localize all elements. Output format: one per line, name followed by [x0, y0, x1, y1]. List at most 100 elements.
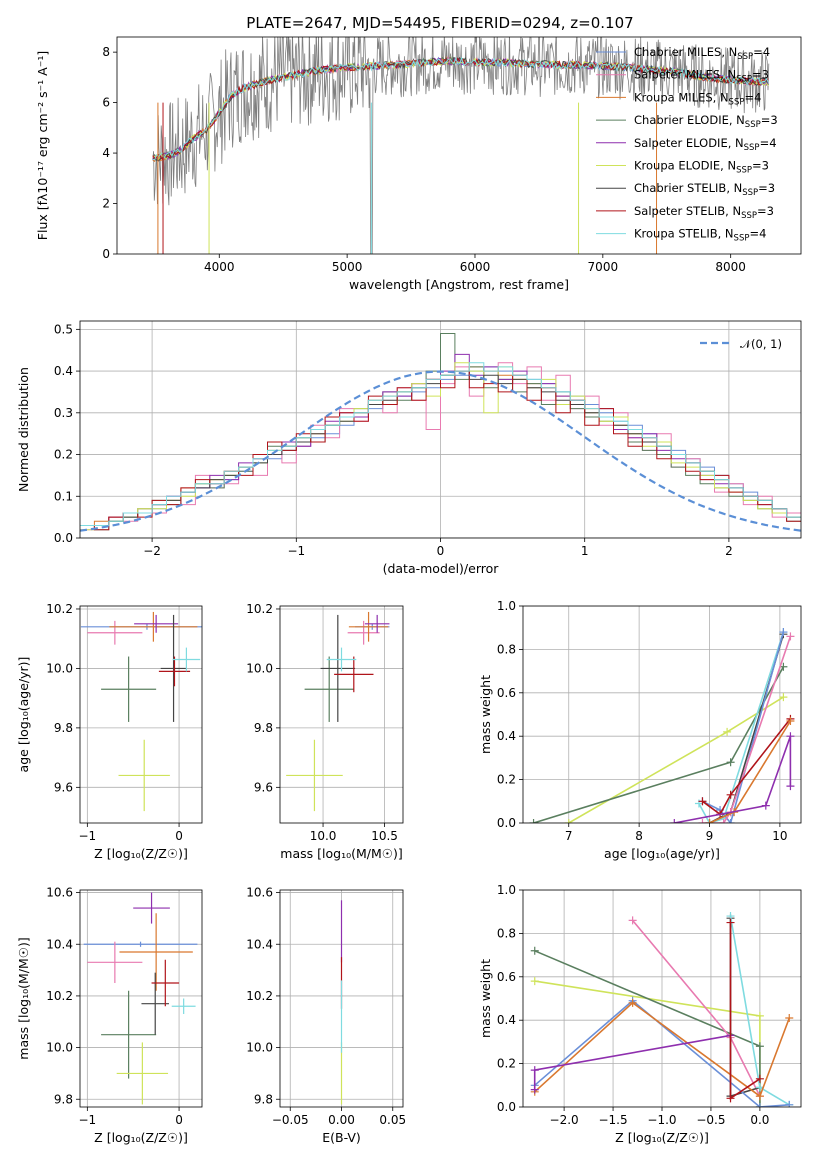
plus-marker: [726, 819, 735, 823]
y-tick-label: 9.6: [54, 780, 73, 794]
x-axis-label: age [log₁₀(age/yr)]: [604, 846, 720, 861]
legend-label-prefix: Chabrier ELODIE, N: [634, 113, 745, 127]
legend-label-suffix: =4: [749, 227, 766, 241]
legend-label: Chabrier MILES, NSSP=4: [634, 45, 770, 62]
y-tick-label: 10.2: [246, 602, 273, 616]
axes-frame: [116, 36, 802, 255]
y-tick-label: 6: [102, 96, 110, 110]
y-tick-label: 0.3: [54, 406, 73, 420]
legend-label-prefix: Salpeter ELODIE, N: [634, 136, 744, 150]
y-tick-label: 0.0: [497, 816, 516, 830]
y-tick-label: 0.0: [54, 531, 73, 545]
plus-marker: [755, 1103, 764, 1107]
y-tick-label: 0.6: [497, 686, 516, 700]
y-axis-label: age [log₁₀(age/yr)]: [16, 657, 31, 773]
figure-title: PLATE=2647, MJD=54495, FIBERID=0294, z=0…: [246, 14, 633, 32]
x-tick-label: −1: [287, 544, 305, 558]
histogram-step: [80, 362, 801, 526]
y-axis-label: mass weight: [478, 675, 493, 754]
x-tick-label: −1.0: [647, 1113, 676, 1127]
x-tick-label: 7: [565, 829, 573, 843]
y-tick-label: 10.6: [246, 886, 273, 900]
plus-marker: [755, 1011, 764, 1020]
y-axis-label: Flux [fλ10⁻¹⁷ erg cm⁻² s⁻¹ A⁻¹]: [35, 51, 50, 240]
axes-frame: [79, 320, 802, 539]
y-tick-label: 10.4: [46, 937, 73, 951]
plot-content: [80, 890, 202, 1107]
legend-label: 𝒩(0, 1): [740, 337, 782, 351]
plus-marker: [755, 1042, 764, 1051]
plus-marker: [529, 819, 538, 823]
y-tick-label: 1.0: [497, 599, 516, 613]
axes-mass-vs-z: −1 0 9.8 10.0 10.2 10.4 10.6 Z [log₁₀(Z/Z☉)] mas…: [16, 886, 203, 1145]
legend-label-suffix: =4: [753, 45, 770, 59]
legend-label-prefix: Salpeter MILES, N: [634, 68, 736, 82]
legend-label-prefix: Chabrier MILES, N: [634, 45, 737, 59]
plus-marker: [726, 918, 735, 927]
x-tick-label: −0.05: [272, 1113, 309, 1127]
plus-marker: [564, 819, 573, 823]
y-tick-label: 10.0: [246, 1041, 273, 1055]
plus-marker: [785, 1100, 794, 1107]
axes-frame: [279, 889, 404, 1108]
x-tick-label: 7000: [588, 260, 619, 274]
plus-marker: [698, 819, 707, 823]
legend-label-prefix: Salpeter STELIB, N: [634, 204, 741, 218]
plot-area: [80, 890, 202, 1107]
axes-mass-weight-vs-age: 7 8 9 10 0.0 0.2 0.4 0.6 0.8 1.0 age [log₁₀(age/yr…: [478, 599, 802, 861]
plus-marker: [779, 693, 788, 702]
plot-content: [80, 606, 202, 823]
plus-marker: [530, 946, 539, 955]
mass-weight-line: [534, 999, 790, 1107]
x-tick-label: 5000: [332, 260, 363, 274]
legend-label-suffix: =4: [760, 136, 777, 150]
plus-marker: [719, 819, 728, 823]
y-tick-label: 0.8: [497, 926, 516, 940]
y-tick-label: 2: [102, 197, 110, 211]
plus-marker: [785, 1014, 794, 1023]
plus-marker: [726, 758, 735, 767]
x-tick-label: 8000: [715, 260, 746, 274]
x-tick-label: 0.0: [750, 1113, 769, 1127]
plus-marker: [786, 782, 795, 791]
legend-label-prefix: Kroupa ELODIE, N: [634, 159, 736, 173]
x-axis-label: (data-model)/error: [383, 561, 500, 576]
y-tick-label: 0.4: [497, 1013, 516, 1027]
legend-label-suffix: =3: [757, 204, 774, 218]
legend-label-sub: SSP: [734, 234, 750, 244]
x-tick-label: 6000: [460, 260, 491, 274]
gaussian-curve: [80, 370, 801, 532]
plus-marker: [755, 1074, 764, 1083]
x-tick-label: 8: [635, 829, 643, 843]
plot-area: [80, 606, 202, 823]
plot-area: [280, 606, 403, 823]
x-tick-label: −2.0: [550, 1113, 579, 1127]
y-tick-label: 0.1: [54, 489, 73, 503]
legend-label-sub: SSP: [736, 75, 752, 85]
legend-label-sub: SSP: [736, 166, 752, 176]
axes-frame: [79, 889, 203, 1108]
plus-marker: [786, 717, 795, 726]
legend-label: Chabrier ELODIE, NSSP=3: [634, 113, 778, 130]
axes-residuals: −2 −1 0 1 2 0.0 0.1 0.2 0.3 0.4 0.5 (data-model)/er…: [16, 320, 802, 576]
plot-content: [152, 37, 770, 254]
y-tick-label: 9.8: [254, 721, 273, 735]
y-tick-label: 0: [102, 247, 110, 261]
x-tick-label: 0.00: [328, 1113, 355, 1127]
mass-weight-line: [702, 718, 792, 816]
plus-marker: [530, 1085, 539, 1094]
y-tick-label: 0.2: [497, 773, 516, 787]
x-tick-label: 2: [725, 544, 733, 558]
x-axis-label: Z [log₁₀(Z/Z☉)]: [94, 846, 188, 861]
axes-frame: [279, 605, 404, 824]
legend-label-sub: SSP: [729, 97, 745, 107]
axes-spectrum: 4000 5000 6000 7000 8000 0 2 4 6 8 wavelength [Ang…: [35, 36, 802, 292]
y-tick-label: 0.5: [54, 322, 73, 336]
y-tick-label: 10.4: [246, 937, 273, 951]
axes-age-vs-z: −1 0 9.6 9.8 10.0 10.2 Z [log₁₀(Z/Z☉)] age [log…: [16, 602, 203, 861]
y-tick-label: 0.8: [497, 642, 516, 656]
legend-label-sub: SSP: [742, 188, 758, 198]
x-tick-label: 10.0: [310, 829, 337, 843]
y-axis-label: mass [log₁₀(M/M☉)]: [16, 937, 31, 1059]
